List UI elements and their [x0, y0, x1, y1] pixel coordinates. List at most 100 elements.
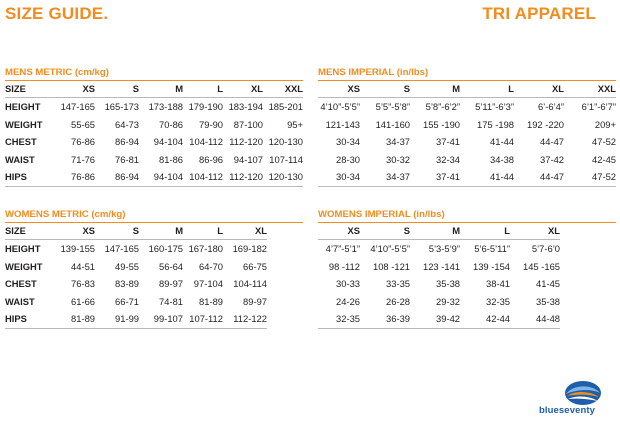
column-header: M [175, 83, 183, 94]
table-cell: 34-37 [386, 171, 410, 183]
column-header: XXL [284, 83, 303, 94]
table-cell: 5’8”-6’2” [425, 101, 460, 112]
column-header: XS [347, 83, 360, 94]
table-cell: 147-165 [104, 243, 139, 254]
table-cell: 30-34 [336, 171, 360, 183]
womens-imperial-title: WOMENS IMPERIAL (in/lbs) [318, 209, 445, 220]
table-cell: 94-107 [233, 153, 263, 165]
table-cell: 112-122 [233, 313, 267, 325]
row-divider [318, 185, 616, 187]
table-row: WAIST 61-66 66-71 74-81 81-89 89-97 [5, 293, 267, 311]
table-cell: 44-47 [540, 171, 564, 183]
table-cell: 24-26 [336, 295, 360, 307]
table-row: 98 -112 108 -121 123 -141 139 -154 145 -165 [318, 258, 560, 276]
column-header: S [132, 225, 139, 236]
table-cell: 120-130 [268, 136, 303, 148]
table-cell: 89-97 [159, 278, 183, 290]
table-cell: 6’-6’4” [537, 101, 564, 112]
column-header: M [452, 225, 460, 236]
row-label: WAIST [5, 295, 35, 307]
row-divider [5, 239, 267, 240]
table-cell: 209+ [594, 118, 616, 130]
column-header: L [217, 225, 223, 236]
table-cell: 35-38 [436, 278, 460, 290]
table-cell: 44-47 [540, 136, 564, 148]
table-cell: 104-114 [233, 278, 267, 290]
row-divider [318, 327, 560, 329]
table-row: 28-30 30-32 32-34 34-38 37-42 42-45 [318, 151, 616, 169]
table-cell: 112-120 [229, 171, 263, 183]
logo-wordmark: blueseventy [539, 405, 596, 416]
table-header-row: SIZE XS S M L XL [5, 223, 267, 239]
womens-imperial-section: WOMENS IMPERIAL (in/lbs) XS S M L XL 4’7”-5’1… [318, 209, 616, 329]
table-cell: 145 -165 [522, 260, 560, 272]
table-cell: 81-89 [199, 295, 223, 307]
table-row: 30-33 33-35 35-38 38-41 41-45 [318, 275, 560, 293]
row-label: CHEST [5, 278, 37, 290]
table-cell: 70-86 [159, 118, 183, 130]
table-row: HIPS 76-86 86-94 94-104 104-112 112-120 120-13… [5, 168, 303, 186]
table-cell: 94-104 [153, 136, 183, 148]
table-cell: 32-35 [336, 313, 360, 325]
table-cell: 175 -198 [476, 118, 514, 130]
table-cell: 108 -121 [372, 260, 410, 272]
row-label: HEIGHT [5, 243, 41, 254]
table-cell: 66-71 [115, 295, 139, 307]
table-cell: 94-104 [153, 171, 183, 183]
column-header: M [452, 83, 460, 94]
row-divider [5, 97, 303, 98]
row-divider [318, 239, 560, 240]
table-header-row: XS S M L XL XXL [318, 81, 616, 97]
table-row: HEIGHT 147-165 165-173 173-188 179-190 183-19… [5, 98, 303, 116]
section-rule [5, 222, 303, 223]
table-cell: 49-55 [115, 260, 139, 272]
table-cell: 29-32 [436, 295, 460, 307]
column-header: XL [251, 83, 263, 94]
table-cell: 32-34 [436, 153, 460, 165]
row-label: HIPS [5, 171, 27, 183]
table-row: 30-34 34-37 37-41 41-44 44-47 47-52 [318, 133, 616, 151]
row-label: WEIGHT [5, 118, 43, 130]
table-row: HIPS 81-89 91-99 99-107 107-112 112-122 [5, 310, 267, 328]
table-cell: 83-89 [115, 278, 139, 290]
column-header: XS [82, 225, 95, 236]
table-cell: 44-48 [536, 313, 560, 325]
table-cell: 169-182 [232, 243, 267, 254]
row-label: CHEST [5, 136, 37, 148]
table-cell: 104-112 [189, 171, 223, 183]
table-cell: 165-173 [104, 101, 139, 112]
table-cell: 155 -190 [422, 118, 460, 130]
table-header-row: XS S M L XL [318, 223, 560, 239]
table-cell: 91-99 [115, 313, 139, 325]
column-header: L [217, 83, 223, 94]
table-cell: 179-190 [188, 101, 223, 112]
table-cell: 37-42 [540, 153, 564, 165]
table-cell: 41-44 [490, 171, 514, 183]
table-cell: 74-81 [159, 295, 183, 307]
table-cell: 5’7-6’0 [531, 243, 560, 254]
table-header-row: SIZE XS S M L XL XXL [5, 81, 303, 97]
table-cell: 47-52 [592, 136, 616, 148]
table-cell: 79-90 [199, 118, 223, 130]
table-cell: 76-81 [115, 153, 139, 165]
womens-imperial-table: XS S M L XL 4’7”-5’1” 4’10”-5’5” 5’3-5’9” 5’6-5’… [318, 223, 560, 329]
table-cell: 36-39 [386, 313, 410, 325]
table-cell: 141-160 [375, 118, 410, 130]
table-cell: 173-188 [148, 101, 183, 112]
table-cell: 81-86 [159, 153, 183, 165]
mens-metric-section: MENS METRIC (cm/kg) SIZE XS S M L XL XXL HEIGHT… [5, 67, 303, 187]
table-cell: 61-66 [71, 295, 95, 307]
table-cell: 44-51 [71, 260, 95, 272]
table-cell: 87-100 [233, 118, 263, 130]
table-cell: 4’10”-5’5” [370, 243, 410, 254]
table-cell: 167-180 [188, 243, 223, 254]
section-rule [318, 80, 616, 81]
table-cell: 76-83 [71, 278, 95, 290]
table-cell: 123 -141 [422, 260, 460, 272]
column-header: XXL [597, 83, 616, 94]
table-cell: 56-64 [159, 260, 183, 272]
table-cell: 66-75 [243, 260, 267, 272]
column-header: XS [347, 225, 360, 236]
table-cell: 42-44 [486, 313, 510, 325]
womens-metric-title: WOMENS METRIC (cm/kg) [5, 209, 126, 220]
